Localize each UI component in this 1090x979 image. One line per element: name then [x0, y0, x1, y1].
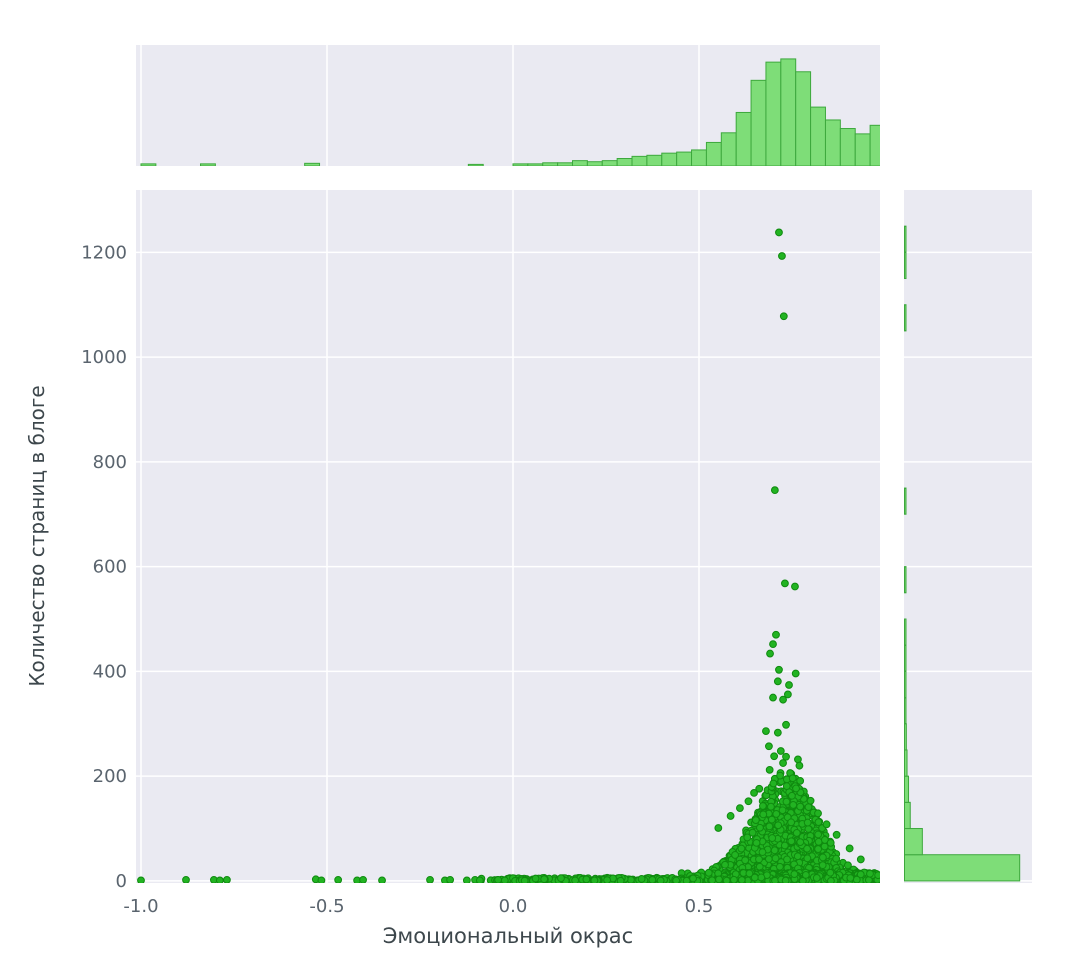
x-tick-label: 0.5	[685, 896, 714, 917]
top-marginal-histogram	[140, 58, 880, 166]
y-tick-label: 0	[116, 871, 127, 892]
panel-backgrounds	[136, 45, 1032, 883]
y-tick-label: 400	[93, 661, 127, 682]
y-axis-tick-labels: 0 200 400 600 800 1000 1200	[81, 242, 127, 892]
x-tick-label: 0.0	[499, 896, 528, 917]
y-tick-label: 800	[93, 452, 127, 473]
x-tick-label: -1.0	[123, 896, 158, 917]
right-marginal-histogram	[904, 225, 1021, 882]
scatter-points	[137, 228, 880, 883]
y-tick-label: 600	[93, 557, 127, 578]
x-axis-title: Эмоциональный окрас	[383, 924, 633, 948]
x-axis-tick-labels: -1.0 -0.5 0.0 0.5	[123, 896, 713, 917]
y-tick-label: 200	[93, 766, 127, 787]
x-tick-label: -0.5	[309, 896, 344, 917]
y-tick-label: 1200	[81, 242, 127, 263]
y-axis-title: Количество страниц в блоге	[25, 385, 49, 686]
y-tick-label: 1000	[81, 347, 127, 368]
